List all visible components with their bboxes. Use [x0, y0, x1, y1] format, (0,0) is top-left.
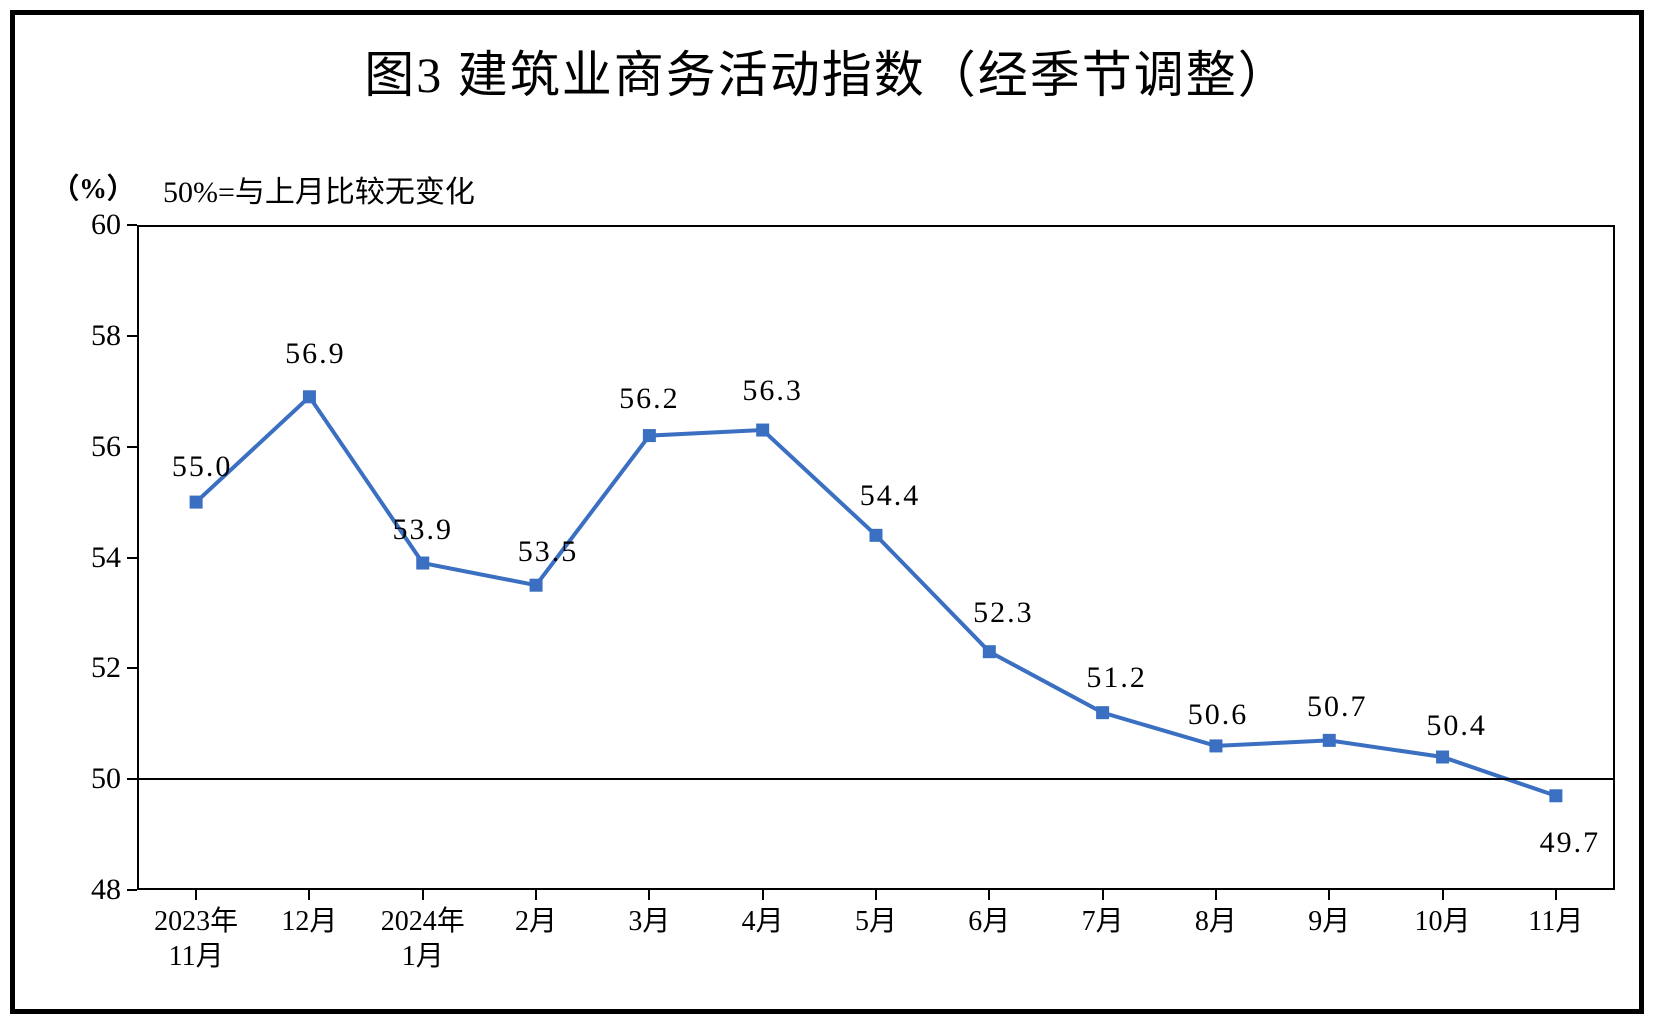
plot-area: 485052545658602023年 11月12月2024年 1月2月3月4月… [137, 225, 1615, 890]
y-tick-mark [127, 557, 137, 559]
chart-frame: 图3 建筑业商务活动指数（经季节调整） （%） 50%=与上月比较无变化 485… [10, 10, 1644, 1014]
y-tick-label: 54 [91, 541, 121, 575]
x-tick-mark [762, 890, 764, 900]
y-tick-label: 50 [91, 762, 121, 796]
data-label: 52.3 [973, 596, 1034, 630]
y-tick-label: 60 [91, 208, 121, 242]
data-label: 53.9 [392, 513, 453, 547]
x-tick-mark [1215, 890, 1217, 900]
data-label: 54.4 [860, 479, 921, 513]
series-marker [643, 430, 655, 442]
x-tick-label: 7月 [1082, 904, 1124, 939]
x-tick-mark [535, 890, 537, 900]
series-marker [757, 424, 769, 436]
x-tick-label: 5月 [855, 904, 897, 939]
series-marker [983, 646, 995, 658]
series-marker [417, 557, 429, 569]
data-label: 50.6 [1188, 698, 1249, 732]
data-label: 51.2 [1086, 661, 1147, 695]
data-label: 49.7 [1540, 826, 1601, 860]
x-tick-mark [422, 890, 424, 900]
x-tick-label: 3月 [628, 904, 670, 939]
data-label: 53.5 [518, 535, 579, 569]
data-label: 56.3 [742, 374, 803, 408]
x-tick-mark [195, 890, 197, 900]
y-tick-mark [127, 446, 137, 448]
series-line [196, 397, 1556, 796]
x-tick-mark [1328, 890, 1330, 900]
series-marker [190, 496, 202, 508]
x-tick-label: 10月 [1415, 904, 1471, 939]
series-marker [1437, 751, 1449, 763]
x-tick-label: 2023年 11月 [154, 904, 238, 974]
y-tick-label: 58 [91, 319, 121, 353]
y-tick-mark [127, 335, 137, 337]
data-label: 56.9 [285, 337, 346, 371]
y-tick-mark [127, 224, 137, 226]
y-tick-label: 56 [91, 430, 121, 464]
y-tick-mark [127, 889, 137, 891]
x-tick-label: 4月 [742, 904, 784, 939]
series-marker [303, 391, 315, 403]
x-tick-mark [308, 890, 310, 900]
y-tick-label: 48 [91, 873, 121, 907]
x-tick-mark [1102, 890, 1104, 900]
y-tick-mark [127, 778, 137, 780]
x-tick-label: 9月 [1308, 904, 1350, 939]
baseline-50 [137, 778, 1615, 780]
series-marker [530, 579, 542, 591]
data-label: 56.2 [619, 382, 680, 416]
series-marker [1210, 740, 1222, 752]
x-tick-mark [875, 890, 877, 900]
x-tick-label: 2月 [515, 904, 557, 939]
series-marker [1323, 734, 1335, 746]
x-tick-label: 8月 [1195, 904, 1237, 939]
series-marker [870, 529, 882, 541]
series-marker [1097, 707, 1109, 719]
x-tick-mark [1555, 890, 1557, 900]
line-series [137, 225, 1615, 890]
x-tick-label: 2024年 1月 [381, 904, 465, 974]
x-tick-mark [648, 890, 650, 900]
x-tick-mark [1442, 890, 1444, 900]
y-tick-mark [127, 667, 137, 669]
data-label: 50.7 [1307, 690, 1368, 724]
data-label: 50.4 [1426, 709, 1487, 743]
y-axis-unit: （%） [51, 167, 135, 207]
chart-title: 图3 建筑业商务活动指数（经季节调整） [15, 35, 1639, 107]
series-marker [1550, 790, 1562, 802]
y-tick-label: 52 [91, 651, 121, 685]
x-tick-label: 6月 [968, 904, 1010, 939]
x-tick-label: 11月 [1528, 904, 1583, 939]
x-tick-label: 12月 [281, 904, 337, 939]
chart-subtitle: 50%=与上月比较无变化 [163, 167, 475, 211]
x-tick-mark [988, 890, 990, 900]
data-label: 55.0 [172, 450, 233, 484]
